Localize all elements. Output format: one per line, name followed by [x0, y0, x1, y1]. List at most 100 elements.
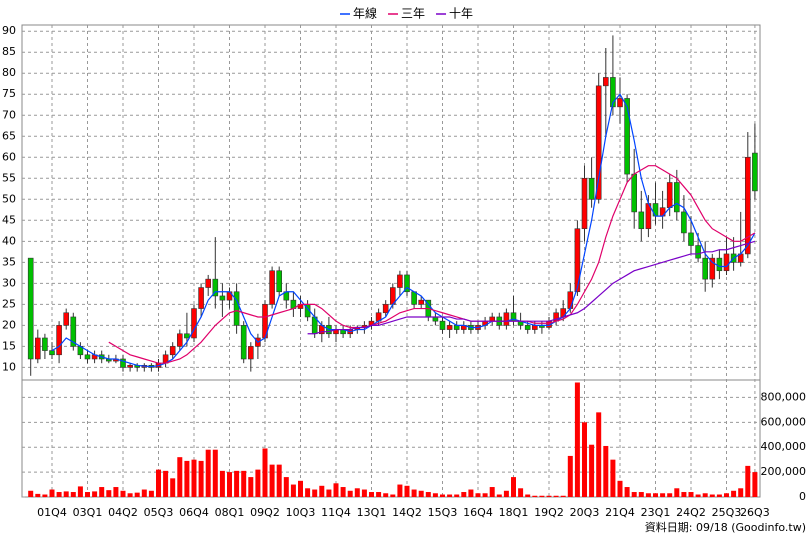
- volume-bar: [42, 494, 48, 497]
- candle-body: [617, 98, 623, 108]
- volume-bar: [645, 493, 651, 497]
- volume-bar: [347, 490, 353, 497]
- y-tick-label: 35: [2, 255, 16, 268]
- candle-body: [666, 182, 673, 209]
- legend-label: 十年: [449, 7, 473, 21]
- volume-bar: [319, 485, 325, 497]
- volume-bar: [489, 487, 495, 497]
- volume-bar: [745, 465, 751, 497]
- y-tick-label: 85: [2, 45, 16, 58]
- volume-bar: [77, 486, 83, 497]
- candle-body: [709, 257, 716, 280]
- volume-bar: [219, 470, 225, 497]
- candle-body: [631, 173, 638, 213]
- ma-line: [307, 240, 756, 335]
- volume-bar: [660, 493, 666, 497]
- volume-bar: [269, 464, 275, 497]
- candle-body: [581, 177, 588, 230]
- volume-bar: [525, 494, 531, 497]
- candle-body: [752, 152, 758, 192]
- x-tick-label: 03Q1: [73, 506, 103, 519]
- ma-line: [108, 165, 756, 364]
- volume-bar: [283, 477, 289, 497]
- y-tick-label: 55: [2, 171, 16, 184]
- x-tick-label: 06Q4: [179, 506, 209, 519]
- candle-body: [63, 312, 70, 326]
- volume-bar: [156, 469, 161, 497]
- candle-body: [702, 257, 709, 280]
- candle-body: [595, 85, 602, 200]
- candle-body: [638, 211, 645, 230]
- candle-body: [397, 274, 403, 288]
- volume-bar: [631, 492, 637, 497]
- candle-body: [418, 299, 425, 305]
- volume-bar: [383, 493, 389, 497]
- volume-bar: [695, 494, 701, 497]
- volume-bar: [752, 472, 758, 497]
- volume-bar: [716, 494, 722, 497]
- legend-label: 年線: [353, 6, 377, 21]
- volume-bar: [603, 445, 609, 497]
- volume-bar: [553, 495, 559, 497]
- volume-bar: [127, 493, 133, 497]
- candle-body: [531, 325, 538, 330]
- volume-tick-label: 200,000: [761, 465, 807, 478]
- volume-bar: [610, 459, 616, 497]
- volume-bar: [709, 494, 715, 497]
- candle-body: [688, 232, 694, 246]
- x-tick-label: 14Q2: [392, 506, 422, 519]
- volume-bar: [653, 493, 658, 497]
- volume-bar: [404, 485, 410, 497]
- y-tick-label: 70: [2, 108, 16, 121]
- candle-body: [716, 257, 723, 272]
- volume-bar: [688, 492, 694, 497]
- volume-bar: [617, 480, 623, 497]
- volume-bar: [63, 491, 69, 497]
- candle-body: [240, 325, 247, 360]
- candle-body: [503, 312, 510, 326]
- candle-body: [681, 211, 687, 234]
- x-tick-label: 18Q1: [499, 506, 529, 519]
- volume-bar: [205, 449, 211, 497]
- candle-body: [84, 354, 91, 360]
- volume-bar: [503, 490, 509, 497]
- candle-body: [723, 253, 730, 272]
- volume-bar: [290, 484, 296, 497]
- volume-bar: [28, 490, 34, 497]
- volume-tick-label: 0: [799, 490, 806, 503]
- x-tick-label: 01Q4: [37, 506, 67, 519]
- volume-bar: [106, 490, 112, 497]
- volume-bar: [184, 460, 190, 497]
- candle-body: [602, 77, 609, 87]
- candle-body: [524, 325, 531, 330]
- volume-bar: [518, 488, 524, 497]
- volume-bar: [638, 492, 644, 497]
- x-tick-label: 08Q1: [215, 506, 245, 519]
- volume-bar: [674, 488, 680, 497]
- volume-bar: [92, 491, 98, 497]
- volume-bar: [411, 489, 417, 497]
- y-tick-label: 80: [2, 66, 16, 79]
- volume-bar: [511, 477, 516, 497]
- y-tick-label: 75: [2, 87, 16, 100]
- volume-bar: [532, 495, 538, 497]
- volume-bar: [262, 448, 268, 497]
- candle-body: [248, 346, 254, 360]
- candle-body: [610, 77, 616, 108]
- x-tick-label: 04Q2: [108, 506, 138, 519]
- candle-body: [70, 316, 77, 347]
- volume-bar: [120, 490, 126, 497]
- y-tick-label: 90: [2, 24, 16, 37]
- volume-bar: [440, 494, 445, 497]
- volume-bar: [148, 490, 154, 497]
- y-tick-label: 10: [2, 360, 16, 373]
- volume-bar: [482, 493, 488, 497]
- candle-body: [695, 245, 701, 259]
- volume-bar: [560, 495, 566, 497]
- volume-bar: [191, 459, 197, 497]
- volume-bar: [468, 489, 474, 497]
- volume-bar: [702, 493, 708, 497]
- y-tick-label: 40: [2, 234, 16, 247]
- x-tick-label: 10Q3: [286, 506, 316, 519]
- x-tick-label: 19Q2: [534, 506, 564, 519]
